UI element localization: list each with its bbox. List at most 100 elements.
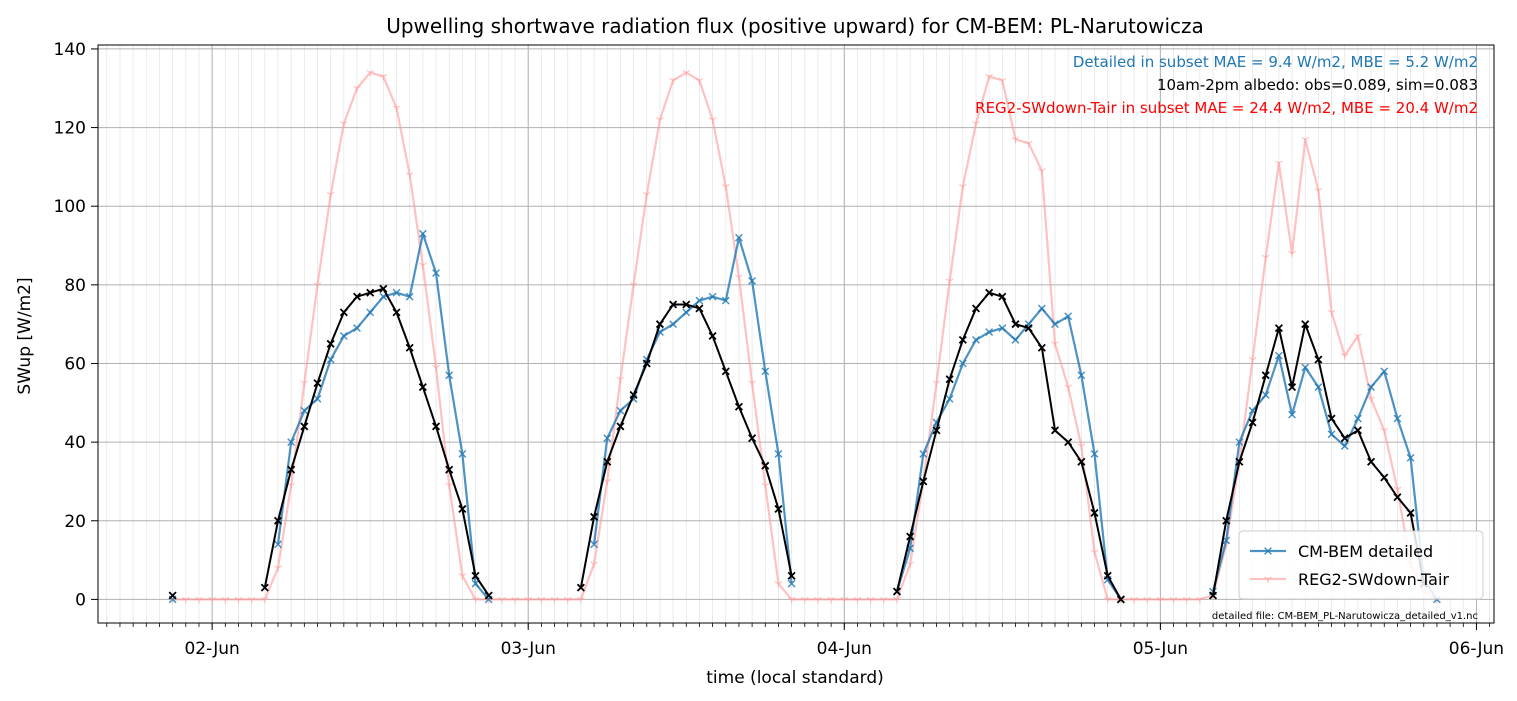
data-point bbox=[959, 184, 967, 191]
data-point bbox=[774, 504, 783, 514]
data-point bbox=[537, 596, 546, 604]
data-point bbox=[669, 320, 678, 329]
data-point bbox=[1261, 254, 1270, 262]
data-point bbox=[590, 512, 599, 521]
annotation-albedo: 10am-2pm albedo: obs=0.089, sim=0.083 bbox=[1157, 76, 1478, 94]
data-point bbox=[827, 596, 835, 604]
data-point bbox=[366, 70, 374, 77]
data-point bbox=[814, 596, 822, 604]
data-point bbox=[1037, 343, 1046, 352]
data-point bbox=[1406, 508, 1415, 517]
x-tick-label: 06-Jun bbox=[1449, 639, 1504, 659]
data-point bbox=[392, 308, 401, 317]
data-point bbox=[669, 300, 678, 309]
data-point bbox=[748, 434, 757, 443]
x-tick-label: 02-Jun bbox=[184, 639, 239, 659]
data-point bbox=[734, 402, 743, 411]
y-tick-label: 120 bbox=[54, 119, 86, 139]
data-point bbox=[405, 292, 414, 301]
y-tick-label: 20 bbox=[64, 512, 86, 532]
data-point bbox=[1011, 335, 1020, 344]
data-point bbox=[906, 561, 914, 569]
y-axis-label: SWup [W/m2] bbox=[15, 277, 35, 394]
footnote-detailed-file: detailed file: CM-BEM_PL-Narutowicza_det… bbox=[1212, 611, 1478, 622]
data-point bbox=[1116, 595, 1125, 604]
data-point bbox=[985, 328, 994, 336]
data-point bbox=[366, 308, 375, 317]
major-grid bbox=[98, 45, 1494, 623]
data-point bbox=[1367, 396, 1375, 403]
data-point bbox=[1050, 426, 1060, 435]
legend-label: REG2-SWdown-Tair bbox=[1298, 570, 1449, 589]
data-point bbox=[603, 478, 612, 486]
data-point bbox=[1380, 367, 1389, 376]
data-point bbox=[326, 355, 335, 364]
data-point bbox=[945, 278, 954, 285]
data-point bbox=[366, 288, 375, 297]
data-point bbox=[880, 596, 888, 604]
data-point bbox=[511, 596, 519, 604]
data-point bbox=[418, 229, 427, 238]
data-point bbox=[1222, 516, 1231, 525]
data-point bbox=[985, 73, 993, 81]
data-point bbox=[656, 117, 664, 124]
legend-items: CM-BEM detailed REG2-SWdown-Tair bbox=[1250, 542, 1449, 589]
data-point bbox=[1090, 508, 1099, 517]
data-point bbox=[629, 390, 638, 399]
data-point bbox=[1261, 391, 1270, 399]
data-point bbox=[419, 262, 427, 270]
data-point bbox=[958, 335, 967, 344]
data-point bbox=[1264, 576, 1272, 583]
data-point bbox=[1169, 596, 1178, 604]
data-point bbox=[1340, 434, 1349, 443]
data-point bbox=[432, 364, 440, 372]
data-point bbox=[1077, 457, 1086, 466]
data-point bbox=[1301, 363, 1310, 372]
data-point bbox=[379, 73, 388, 81]
data-point bbox=[300, 422, 309, 431]
data-point bbox=[1340, 353, 1349, 360]
data-point bbox=[445, 465, 454, 474]
data-point bbox=[1380, 427, 1389, 435]
data-point bbox=[392, 288, 401, 297]
data-point bbox=[774, 581, 783, 588]
data-point bbox=[721, 184, 730, 191]
data-point bbox=[1011, 136, 1020, 144]
data-point bbox=[892, 587, 902, 596]
data-point bbox=[1024, 324, 1033, 333]
data-point bbox=[1353, 426, 1362, 435]
data-point bbox=[168, 591, 177, 600]
data-point bbox=[471, 596, 480, 604]
data-point bbox=[498, 596, 506, 604]
data-point bbox=[1248, 357, 1257, 364]
data-point bbox=[471, 571, 480, 580]
data-point bbox=[1024, 140, 1033, 148]
data-point bbox=[313, 282, 322, 289]
data-point bbox=[708, 117, 717, 124]
legend: CM-BEM detailed REG2-SWdown-Tair bbox=[1238, 530, 1484, 600]
data-point bbox=[1051, 341, 1059, 348]
data-point bbox=[1038, 168, 1046, 175]
data-point bbox=[445, 482, 453, 490]
data-point bbox=[695, 77, 704, 85]
data-point bbox=[958, 359, 967, 368]
data-point bbox=[735, 233, 743, 242]
data-point bbox=[260, 583, 269, 592]
data-point bbox=[458, 504, 467, 514]
data-point bbox=[1340, 442, 1349, 450]
legend-label: CM-BEM detailed bbox=[1298, 542, 1433, 561]
data-point bbox=[1143, 596, 1151, 604]
x-tick-label: 04-Jun bbox=[817, 639, 872, 659]
data-point bbox=[1261, 371, 1270, 380]
data-point bbox=[234, 596, 243, 604]
data-point bbox=[761, 461, 770, 470]
data-point bbox=[1314, 355, 1323, 364]
data-point bbox=[1274, 324, 1283, 333]
data-point bbox=[985, 288, 994, 297]
data-point bbox=[1275, 160, 1283, 167]
data-point bbox=[405, 172, 414, 179]
data-point bbox=[998, 292, 1007, 301]
data-point bbox=[524, 596, 532, 604]
data-point bbox=[1103, 571, 1112, 580]
data-point bbox=[1248, 418, 1257, 427]
